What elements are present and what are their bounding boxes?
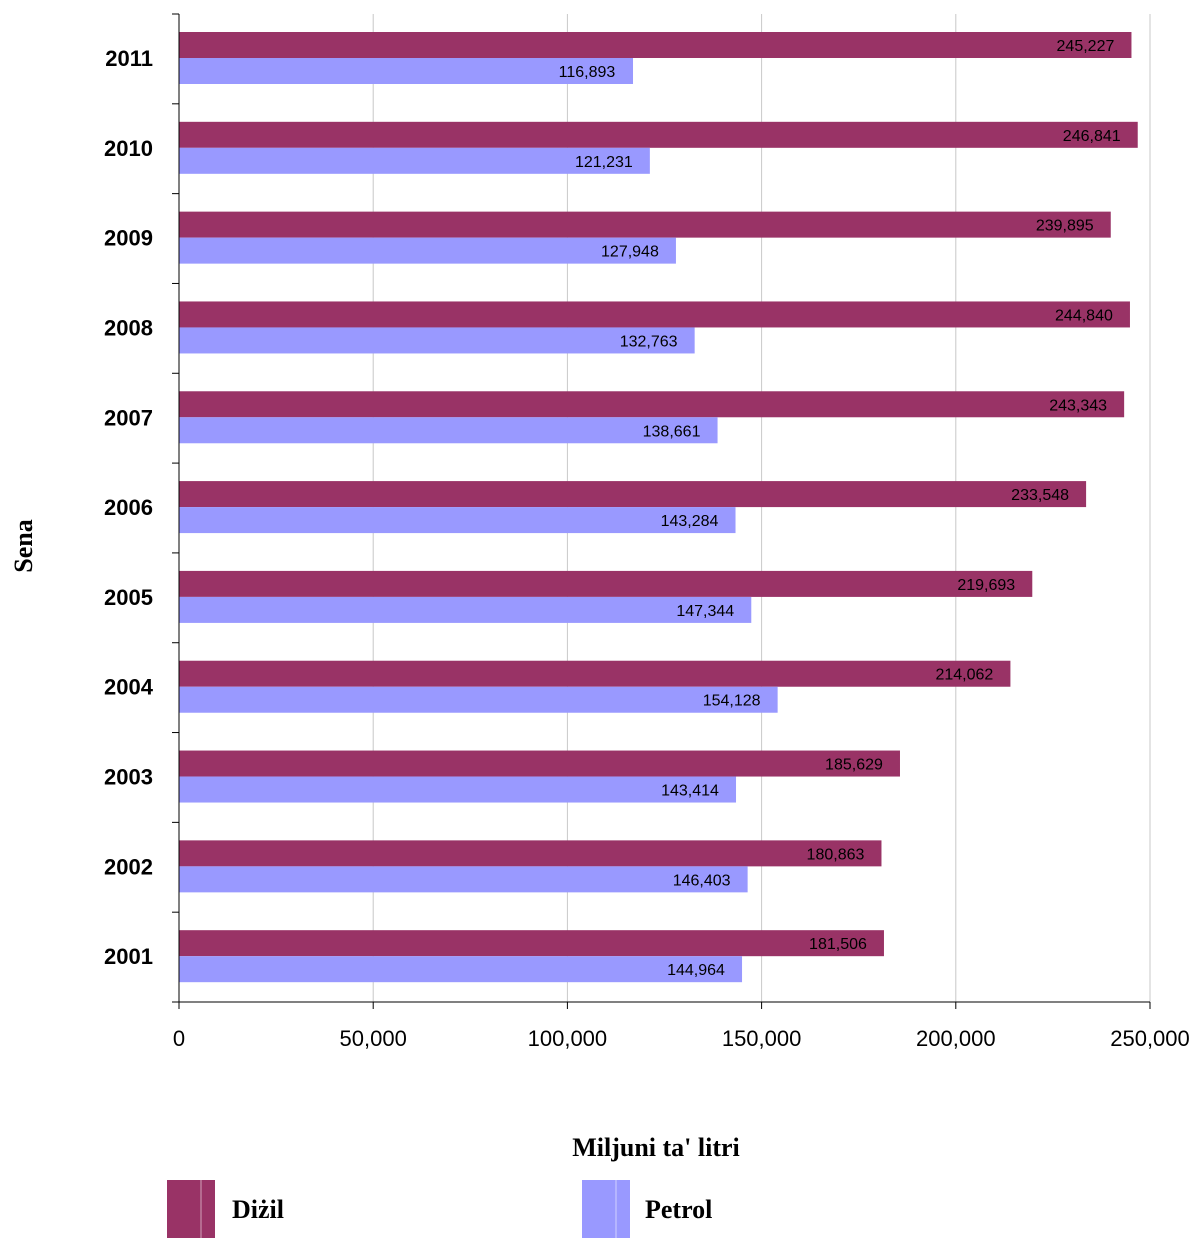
bar-dizil	[179, 840, 882, 867]
bar-petrol	[179, 866, 748, 893]
data-label: 185,629	[825, 757, 883, 774]
x-axis-title: Miljuni ta' litri	[572, 1133, 740, 1162]
bar-petrol	[179, 58, 634, 84]
data-label: 245,227	[1057, 38, 1115, 55]
data-label: 219,693	[957, 577, 1015, 594]
axes	[172, 13, 1151, 1009]
data-label: 181,506	[809, 936, 867, 953]
legend: Diżil Petrol	[167, 1180, 712, 1238]
data-label: 154,128	[703, 693, 761, 710]
bar-petrol	[179, 956, 743, 983]
data-label: 246,841	[1063, 128, 1121, 145]
data-label: 233,548	[1011, 487, 1069, 504]
data-label: 116,893	[559, 64, 616, 81]
data-label: 180,863	[807, 846, 865, 863]
legend-item-dizil: Diżil	[167, 1180, 284, 1238]
data-label: 147,344	[676, 603, 734, 620]
y-category-label: 2009	[104, 226, 153, 251]
bar-dizil	[179, 930, 884, 957]
legend-item-petrol: Petrol	[582, 1180, 712, 1238]
bar-dizil	[179, 481, 1087, 508]
legend-label-petrol: Petrol	[645, 1195, 712, 1224]
y-category-label: 2005	[104, 585, 153, 610]
y-category-label: 2007	[104, 405, 153, 430]
y-category-label: 2006	[104, 495, 153, 520]
bar-dizil	[179, 301, 1130, 328]
bar-petrol	[179, 596, 752, 623]
x-tick-label: 0	[173, 1026, 185, 1051]
y-category-label: 2001	[104, 944, 153, 969]
y-axis-title: Sena	[9, 519, 38, 572]
x-tick-label: 150,000	[722, 1026, 802, 1051]
data-label: 121,231	[575, 154, 633, 171]
bar-petrol	[179, 147, 650, 174]
bar-petrol	[179, 776, 737, 803]
legend-label-dizil: Diżil	[232, 1195, 284, 1224]
x-tick-label: 50,000	[340, 1026, 407, 1051]
bar-dizil	[179, 391, 1125, 418]
x-tick-label: 200,000	[916, 1026, 996, 1051]
data-label: 244,840	[1055, 307, 1113, 324]
bar-dizil	[179, 32, 1132, 58]
data-label: 144,964	[667, 962, 725, 979]
bar-dizil	[179, 660, 1011, 687]
y-category-label: 2003	[104, 765, 153, 790]
data-label: 243,343	[1049, 397, 1107, 414]
bar-dizil	[179, 211, 1111, 238]
y-category-label: 2008	[104, 315, 153, 340]
x-tick-label: 100,000	[528, 1026, 608, 1051]
data-label: 138,661	[643, 423, 701, 440]
gridlines	[372, 14, 1151, 1002]
data-label: 143,284	[661, 513, 719, 530]
bar-dizil	[179, 121, 1138, 148]
data-label: 239,895	[1036, 218, 1094, 235]
bar-petrol	[179, 417, 718, 444]
data-label: 143,414	[661, 783, 719, 800]
bar-petrol	[179, 507, 736, 534]
legend-swatch-dizil	[167, 1180, 215, 1238]
data-label: 132,763	[620, 333, 678, 350]
bar-petrol	[179, 327, 695, 354]
bar-dizil	[179, 750, 900, 777]
bar-petrol	[179, 686, 778, 713]
y-category-label: 2002	[104, 854, 153, 879]
bar-dizil	[179, 570, 1033, 597]
labels: 0 50,000 100,000 150,000 200,000 250,000 2001 1…	[104, 38, 1190, 1051]
y-category-label: 2011	[105, 46, 153, 71]
y-category-label: 2004	[104, 675, 154, 700]
data-label: 127,948	[601, 244, 659, 261]
y-category-label: 2010	[104, 136, 153, 161]
data-label: 214,062	[935, 667, 993, 684]
x-tick-label: 250,000	[1110, 1026, 1190, 1051]
legend-swatch-petrol	[582, 1180, 630, 1238]
bar-petrol	[179, 237, 676, 264]
data-label: 146,403	[673, 872, 731, 889]
bars	[179, 32, 1138, 983]
